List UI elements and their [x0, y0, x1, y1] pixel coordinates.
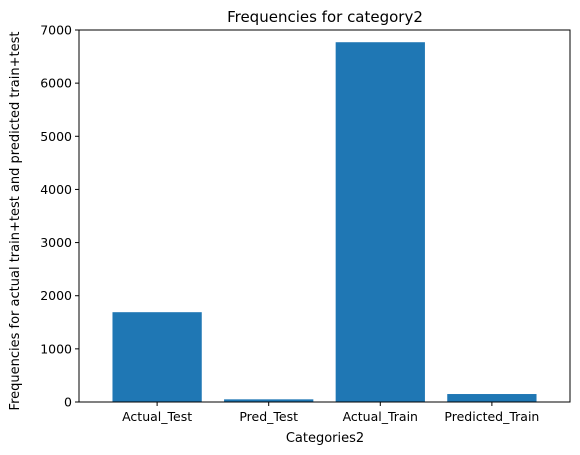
- y-tick-label-7000: 7000: [40, 23, 72, 38]
- x-tick-label-predicted-train: Predicted_Train: [444, 409, 539, 424]
- bars-group: [112, 42, 537, 402]
- chart-title: Frequencies for category2: [227, 8, 423, 26]
- x-tick-label-actual-test: Actual_Test: [122, 409, 192, 424]
- y-tick-label-3000: 3000: [40, 235, 72, 250]
- y-axis-label: Frequencies for actual train+test and pr…: [8, 32, 23, 411]
- y-tick-label-2000: 2000: [40, 288, 72, 303]
- bar-predicted-train: [447, 394, 537, 402]
- axes-group: 0 1000 2000 3000 4000 5000 6000 7000 Actual_Test…: [40, 23, 571, 424]
- x-tick-label-actual-train: Actual_Train: [343, 409, 418, 424]
- y-tick-label-6000: 6000: [40, 76, 72, 91]
- bar-actual-test: [112, 312, 202, 402]
- x-tick-label-pred-test: Pred_Test: [239, 409, 298, 424]
- plot-frame: [78, 29, 571, 403]
- y-tick-label-1000: 1000: [40, 341, 72, 356]
- y-tick-label-0: 0: [64, 395, 72, 410]
- bar-pred-test: [224, 399, 314, 402]
- y-tick-label-4000: 4000: [40, 182, 72, 197]
- bar-actual-train: [335, 42, 425, 402]
- x-axis-label: Categories2: [286, 431, 364, 446]
- y-tick-label-5000: 5000: [40, 129, 72, 144]
